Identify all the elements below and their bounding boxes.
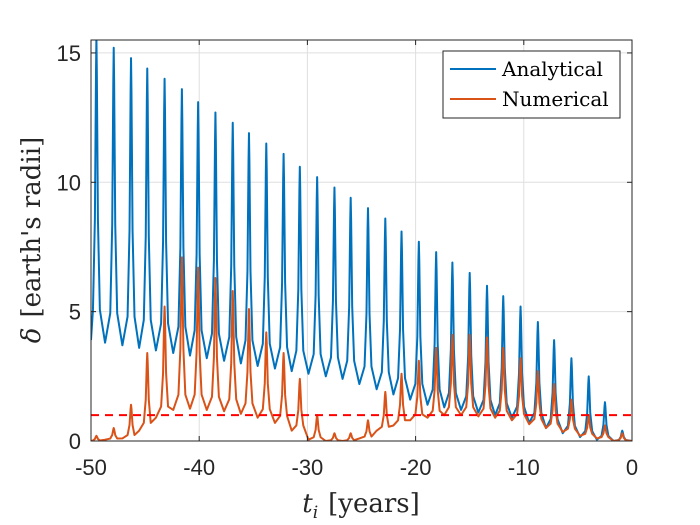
legend-numerical-label: Numerical — [502, 87, 609, 111]
x-tick-label: -50 — [75, 455, 107, 480]
x-tick-label: -30 — [292, 455, 324, 480]
legend-analytical-label: Analytical — [501, 57, 603, 81]
x-tick-label: -40 — [183, 455, 215, 480]
series-layer — [91, 40, 632, 441]
x-tick-label: -10 — [508, 455, 540, 480]
analytical-series-line — [91, 40, 632, 441]
y-tick-label: 10 — [57, 170, 81, 195]
legend: Analytical Numerical — [442, 50, 621, 119]
plot-frame — [90, 39, 633, 442]
y-tick-label: 0 — [69, 429, 81, 454]
y-axis-label: δ[earth's radii] — [17, 137, 47, 343]
axis-ticks: -50 -40 -30 -20 -10 0 0 5 10 15 — [57, 40, 638, 480]
x-tick-label: 0 — [626, 455, 638, 480]
y-tick-label: 15 — [57, 41, 81, 66]
x-axis-label: ti [years] — [302, 489, 420, 523]
legend-box — [442, 50, 621, 119]
numerical-series-line — [91, 256, 632, 441]
x-tick-label: -20 — [400, 455, 432, 480]
y-tick-label: 5 — [69, 300, 81, 325]
